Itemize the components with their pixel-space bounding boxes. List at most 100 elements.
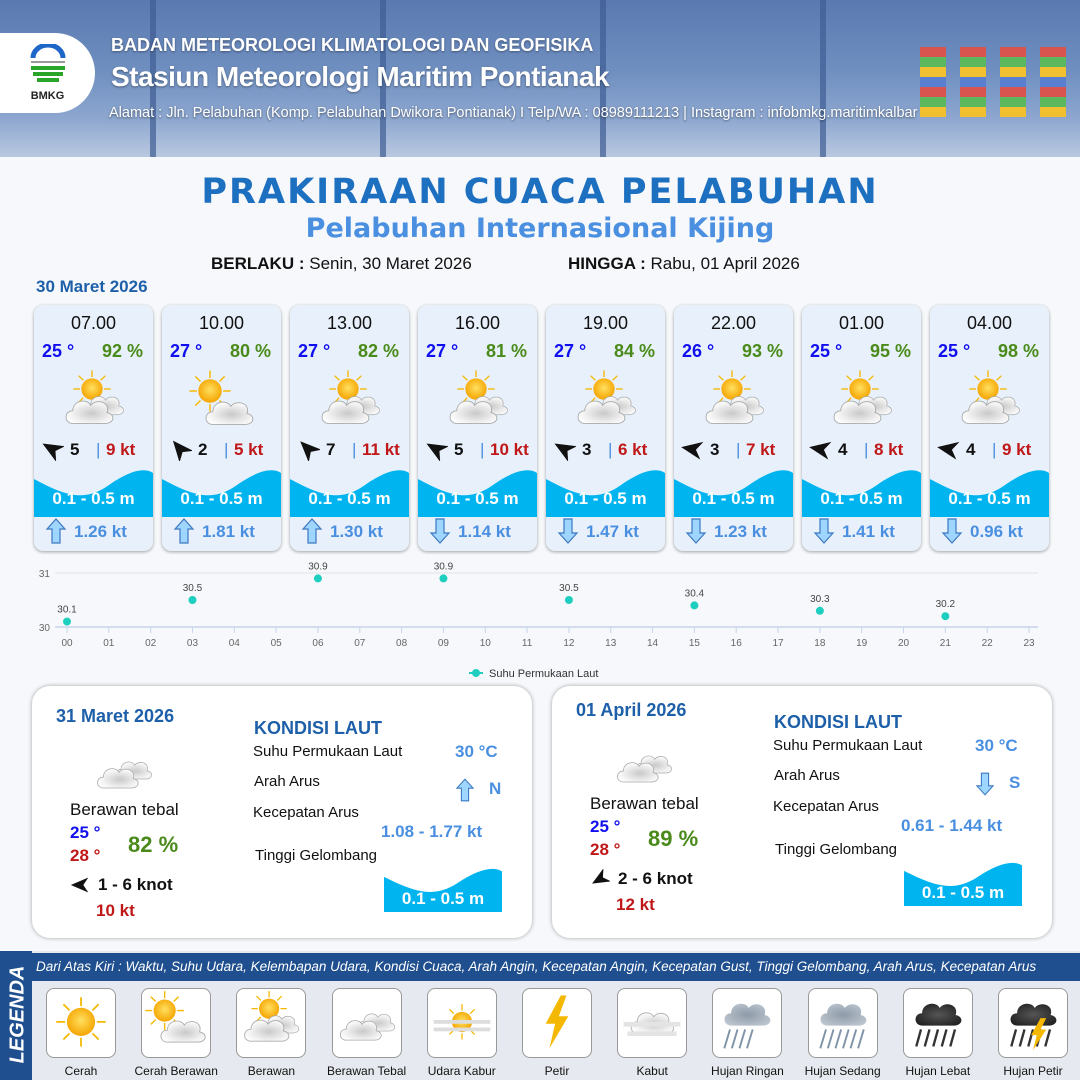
logo-text: BMKG: [30, 90, 65, 102]
data-point[interactable]: [941, 612, 950, 621]
berawan-weather-icon: [826, 369, 898, 433]
data-label: 30.9: [308, 561, 328, 572]
berawan-weather-icon: [698, 369, 770, 433]
data-point[interactable]: [313, 574, 322, 583]
current-speed-label: Kecepatan Arus: [773, 798, 879, 815]
panel-date: 01 April 2026: [576, 700, 687, 720]
current-arrow-down-icon: [686, 518, 706, 544]
valid-to: HINGGA : Rabu, 01 April 2026: [568, 254, 800, 274]
data-point[interactable]: [63, 617, 71, 626]
humidity: 80 %: [229, 341, 271, 361]
air-temperature: 25 °: [810, 341, 843, 361]
wind-speed: 4: [838, 440, 848, 459]
current-arrow-up-icon: [302, 518, 322, 544]
legend-cerah-berawan-icon: [141, 988, 212, 1058]
wave-height-label: Tinggi Gelombang: [775, 841, 898, 858]
current-arrow-down-icon: [942, 518, 962, 544]
x-tick-label: 18: [814, 638, 826, 649]
y-tick-label: 30: [39, 623, 51, 634]
legend-kabut-icon: [617, 988, 688, 1058]
forecast-card: 19.00 27 ° 84 % 3 | 6 kt 0.1 - 0.5 m 1.47 kt: [546, 305, 665, 551]
forecast-card: 10.00 27 ° 80 % 2 | 5 kt 0.1 - 0.5 m 1.81 kt: [162, 305, 281, 551]
legend-label: Kabut: [636, 1064, 668, 1078]
x-tick-label: 08: [396, 638, 408, 649]
wave-icon: [418, 465, 537, 517]
x-tick-label: 16: [731, 638, 743, 649]
wind-speed: 3: [710, 440, 720, 459]
data-label: 30.4: [685, 588, 705, 599]
humidity: 82 %: [357, 341, 399, 361]
wave-icon: [674, 465, 793, 517]
legend-item-sst[interactable]: Suhu Permukaan Laut: [469, 668, 598, 680]
current-arrow-down-icon: [430, 518, 450, 544]
wind-speed: 3: [582, 440, 592, 459]
legend-cerah-icon: [46, 988, 116, 1058]
humidity: 92 %: [101, 341, 143, 361]
legend-hujan-ringan-icon: [712, 988, 783, 1058]
humidity: 82 %: [128, 832, 179, 857]
air-temperature: 27 °: [298, 341, 331, 361]
sst-chart: 30 31 00 01 02 03 04 05 06 07 08 09 10 11 12 13 14 15 16 17…: [39, 561, 1038, 680]
legend-label: Cerah: [64, 1064, 98, 1078]
forecast-card: 01.00 25 ° 95 % 4 | 8 kt 0.1 - 0.5 m 1.41 kt: [802, 305, 921, 551]
current-direction-value: N: [489, 779, 502, 798]
separator: |: [608, 440, 613, 459]
bmkg-logo: BMKG: [0, 33, 95, 113]
x-tick-label: 00: [61, 638, 73, 649]
page-subtitle: Pelabuhan Internasional Kijing: [305, 213, 775, 244]
data-point[interactable]: [564, 596, 573, 604]
weather-condition: Berawan tebal: [70, 800, 179, 819]
humidity: 84 %: [613, 341, 655, 361]
berawan-weather-icon: [442, 369, 514, 433]
x-tick-label: 05: [271, 638, 283, 649]
data-point[interactable]: [690, 601, 699, 610]
berawan-tebal-weather-icon: [90, 738, 158, 803]
daily-panel: 31 Maret 2026 Berawan tebal 25 ° 28 ° 82 % 1 …: [32, 686, 532, 938]
x-tick-label: 12: [563, 638, 575, 649]
data-label: 30.2: [936, 599, 956, 610]
wave-height: 0.1 - 0.5 m: [180, 489, 263, 508]
separator: |: [736, 440, 741, 459]
legend-hujan-petir-icon: [998, 988, 1068, 1058]
wind-speed: 5: [454, 440, 464, 459]
x-tick-label: 15: [689, 638, 701, 649]
wind-speed-range: 1 - 6 knot: [98, 875, 173, 894]
humidity: 89 %: [648, 826, 699, 851]
air-temperature: 27 °: [170, 341, 203, 361]
legend-label: Suhu Permukaan Laut: [489, 668, 598, 680]
x-tick-label: 03: [187, 638, 199, 649]
weather-condition: Berawan tebal: [590, 794, 699, 813]
data-label: 30.1: [57, 605, 77, 616]
legend-label: Berawan Tebal: [327, 1064, 407, 1078]
legend-label: Cerah Berawan: [134, 1064, 218, 1078]
current-speed: 1.41 kt: [842, 522, 895, 541]
wave-icon: [930, 465, 1049, 517]
x-tick-label: 09: [438, 638, 450, 649]
data-point[interactable]: [188, 596, 197, 604]
legend-description: Dari Atas Kiri : Waktu, Suhu Udara, Kele…: [32, 953, 1080, 981]
data-point[interactable]: [439, 574, 448, 583]
forecast-card: 16.00 27 ° 81 % 5 | 10 kt 0.1 - 0.5 m 1.14 kt: [418, 305, 537, 551]
forecast-card: 22.00 26 ° 93 % 3 | 7 kt 0.1 - 0.5 m 1.23 kt: [674, 305, 793, 551]
valid-to-label: HINGGA :: [568, 254, 646, 273]
wind-speed: 4: [966, 440, 976, 459]
gust-speed: 6 kt: [618, 440, 648, 459]
forecast-time: 04.00: [966, 313, 1013, 333]
x-tick-label: 19: [856, 638, 868, 649]
wind-direction-icon: [935, 437, 960, 461]
current-speed: 1.81 kt: [202, 522, 255, 541]
current-speed-value: 1.08 - 1.77 kt: [381, 822, 483, 841]
wave-height: 0.1 - 0.5 m: [948, 489, 1031, 508]
x-tick-label: 22: [982, 638, 994, 649]
wave-height: 0.1 - 0.5 m: [308, 489, 391, 508]
current-direction-label: Arah Arus: [254, 773, 320, 790]
separator: |: [480, 440, 485, 459]
data-point[interactable]: [815, 606, 824, 615]
berawan-weather-icon: [954, 369, 1026, 433]
wave-icon: [546, 465, 665, 517]
x-tick-label: 06: [312, 638, 324, 649]
x-tick-label: 11: [522, 638, 533, 649]
x-tick-label: 07: [354, 638, 366, 649]
current-arrow-up-icon: [174, 518, 194, 544]
x-tick-label: 13: [605, 638, 617, 649]
